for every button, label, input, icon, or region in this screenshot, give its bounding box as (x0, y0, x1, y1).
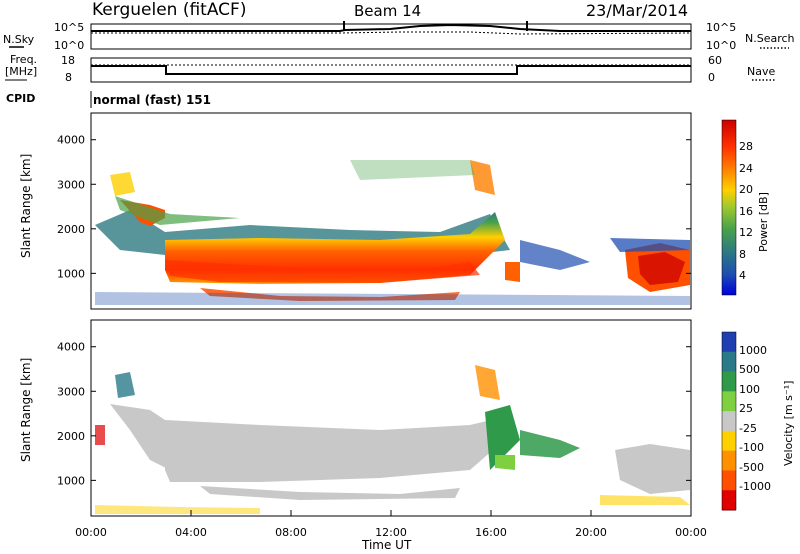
velocity-yticks: 4000 3000 2000 1000 (57, 341, 691, 487)
cpid-value: normal (fast) 151 (93, 93, 211, 107)
velocity-colorbar-segment (722, 430, 736, 452)
power-cb-tick-24: 24 (739, 162, 753, 175)
velocity-ytick-label: 4000 (57, 341, 85, 354)
x-axis: 00:00 04:00 08:00 12:00 16:00 20:00 00:00 (75, 510, 707, 539)
power-cb-tick-20: 20 (739, 183, 753, 196)
nsearch-tick-bottom: 10^0 (706, 39, 736, 52)
velocity-colorbar (721, 331, 737, 511)
nsky-tick-bottom: 10^0 (54, 39, 84, 52)
vel-cb-tick-500: 500 (739, 363, 760, 376)
velocity-echoes (95, 365, 690, 514)
x-tick-label: 04:00 (175, 526, 207, 539)
power-yticks: 4000 3000 2000 1000 (57, 134, 691, 280)
velocity-colorbar-segment (722, 391, 736, 412)
velocity-colorbar-segment (722, 371, 736, 392)
velocity-ylabel: Slant Range [km] (19, 358, 33, 462)
vel-cb-tick-neg1000: -1000 (739, 480, 771, 493)
velocity-colorbar-label: Velocity [m s⁻¹] (782, 381, 795, 466)
power-cb-tick-28: 28 (739, 140, 753, 153)
vel-cb-tick-25: 25 (739, 402, 753, 415)
power-ytick-label: 2000 (57, 223, 85, 236)
power-colorbar (721, 119, 737, 296)
velocity-colorbar-frame (721, 331, 737, 511)
velocity-panel (90, 319, 692, 517)
velocity-ytick-label: 2000 (57, 430, 85, 443)
beam-title: Beam 14 (354, 2, 421, 20)
cpid-label: CPID (6, 92, 35, 105)
power-ytick-label: 4000 (57, 134, 85, 147)
freq-label-1: Freq. (10, 53, 37, 66)
power-ylabel: Slant Range [km] (19, 154, 33, 258)
power-cb-tick-4: 4 (739, 269, 746, 282)
velocity-colorbar-ticks: 1000 500 100 25 -25 -100 -500 -1000 (739, 344, 771, 493)
freq-panel (90, 57, 692, 83)
power-ytick-label: 1000 (57, 267, 85, 280)
station-title: Kerguelen (fitACF) (92, 0, 246, 20)
velocity-colorbar-segment (722, 332, 736, 353)
power-cb-tick-16: 16 (739, 205, 753, 218)
power-cb-tick-12: 12 (739, 226, 753, 239)
vel-cb-tick-neg25: -25 (739, 422, 757, 435)
freq-tick-bottom: 8 (65, 71, 72, 84)
velocity-colorbar-segment (722, 411, 736, 432)
nsearch-label: N.Search (745, 32, 795, 45)
power-echoes (95, 160, 690, 305)
vel-cb-tick-neg500: -500 (739, 461, 764, 474)
freq-label-2: [MHz] (5, 65, 37, 78)
velocity-colorbar-segment (722, 450, 736, 471)
power-ytick-label: 3000 (57, 178, 85, 191)
nsky-panel (90, 21, 692, 50)
freq-tick-top: 18 (61, 54, 75, 67)
vel-cb-tick-100: 100 (739, 383, 760, 396)
power-colorbar-ticks: 28 24 20 16 12 8 4 (739, 140, 753, 282)
velocity-ytick-label: 1000 (57, 474, 85, 487)
power-cb-tick-8: 8 (739, 248, 746, 261)
x-axis-label: Time UT (361, 538, 412, 552)
vel-cb-tick-1000: 1000 (739, 344, 767, 357)
x-tick-label: 20:00 (575, 526, 607, 539)
velocity-colorbar-segment (722, 351, 736, 373)
x-tick-label: 16:00 (475, 526, 507, 539)
x-tick-label: 00:00 (675, 526, 707, 539)
x-tick-label: 08:00 (275, 526, 307, 539)
nsky-tick-top: 10^5 (54, 21, 84, 34)
x-tick-label: 12:00 (375, 526, 407, 539)
nave-tick-bottom: 0 (708, 71, 715, 84)
nave-tick-top: 60 (708, 54, 722, 67)
velocity-colorbar-segment (722, 490, 736, 511)
nave-label: Nave (747, 65, 775, 78)
nsky-label: N.Sky (3, 33, 35, 46)
velocity-colorbar-segment (722, 470, 736, 491)
date-title: 23/Mar/2014 (586, 1, 688, 20)
power-colorbar-label: Power [dB] (757, 192, 770, 252)
vel-cb-tick-neg100: -100 (739, 441, 764, 454)
velocity-ytick-label: 3000 (57, 385, 85, 398)
power-panel (90, 112, 692, 310)
nsearch-tick-top: 10^5 (706, 21, 736, 34)
x-tick-label: 00:00 (75, 526, 107, 539)
